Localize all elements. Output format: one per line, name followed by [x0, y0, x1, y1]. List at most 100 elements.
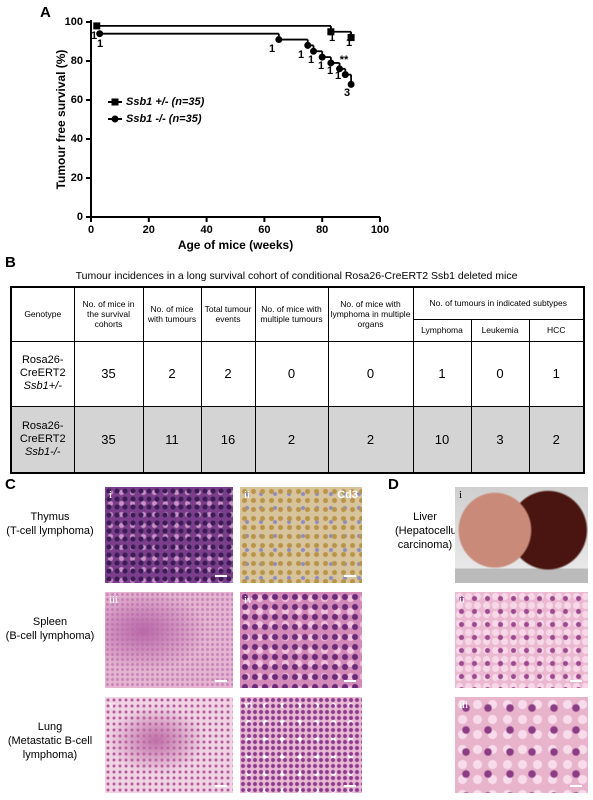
row-label-line: (T-cell lymphoma)	[6, 525, 94, 537]
survival-chart: 0 20 40 60 80 100 0 20 40 60 80 100 Age of mice (wee…	[54, 16, 389, 252]
panel-label: A	[40, 4, 51, 21]
row-label: Liver (Hepatocellular carcinoma)	[395, 510, 469, 552]
row-label: Thymus (T-cell lymphoma)	[5, 510, 95, 538]
panel-label: C	[5, 476, 16, 493]
value-cell: 11	[142, 405, 202, 474]
annotation: 1	[269, 43, 275, 55]
censor-marker	[336, 65, 344, 73]
row-label-line: (B-cell lymphoma)	[5, 630, 95, 642]
x-tick-label: 0	[88, 224, 94, 236]
annotation: 1	[91, 30, 97, 42]
x-tick-label: 40	[200, 224, 212, 236]
header-cell: No. of mice with multiple tumours	[254, 286, 329, 342]
censor-marker	[96, 30, 104, 38]
y-tick-label: 20	[71, 172, 83, 184]
row-label-line: Lung	[37, 721, 63, 733]
y-tick-label: 60	[71, 94, 83, 106]
scale-bar	[570, 680, 582, 682]
scale-bar	[344, 785, 356, 787]
image-tag: iv	[244, 594, 253, 606]
value-cell: 0	[470, 340, 530, 407]
incidence-table: Genotype No. of mice in the survival coho…	[10, 286, 586, 474]
value-cell: 2	[142, 340, 202, 407]
y-tick-label: 100	[65, 16, 83, 28]
image-tag: v	[109, 699, 115, 711]
censor-marker	[318, 53, 326, 61]
value-cell: 35	[73, 405, 144, 474]
x-axis-label: Age of mice (weeks)	[178, 238, 293, 252]
x-tick-label: 20	[143, 224, 155, 236]
value-cell: 2	[528, 405, 585, 474]
genotype-line: Ssb1+/-	[23, 380, 62, 392]
image-tag: i	[109, 489, 113, 501]
value-cell: 0	[254, 340, 329, 407]
histology-image: ii	[455, 592, 588, 688]
scale-bar	[344, 575, 356, 577]
image-tag: iii	[109, 594, 119, 606]
header-cell: No. of tumours in indicated subtypes	[412, 286, 585, 320]
panel-label: B	[5, 254, 16, 271]
histology-image: v	[105, 697, 233, 793]
legend-marker	[111, 115, 119, 123]
censor-marker	[347, 34, 355, 42]
header-cell: Leukemia	[470, 318, 530, 342]
histology-image: iii	[455, 697, 588, 793]
legend-label: Ssb1 -/- (n=35)	[126, 113, 202, 125]
genotype-line: Ssb1-/-	[25, 445, 61, 458]
y-axis-label: Tumour free survival (%)	[54, 50, 68, 190]
censor-marker	[341, 71, 349, 79]
table-title: Tumour incidences in a long survival coh…	[75, 270, 518, 282]
value-cell: 1	[412, 340, 472, 407]
image-tag: ii	[459, 594, 466, 606]
image-tag: i	[459, 489, 463, 501]
y-tick-label: 0	[77, 211, 83, 223]
annotation: 1	[308, 54, 314, 66]
row-label-line: (Metastatic B-cell	[7, 735, 93, 747]
row-label-line: lymphoma)	[22, 749, 78, 761]
scale-bar	[215, 680, 227, 682]
header-cell: No. of mice with tumours	[142, 286, 202, 342]
x-tick-label: 100	[371, 224, 389, 236]
header-cell: No. of mice in the survival cohorts	[73, 286, 144, 342]
value-cell: 16	[200, 405, 256, 474]
censor-marker	[327, 59, 335, 67]
row-label-line: carcinoma)	[397, 539, 453, 551]
genotype-line: Rosa26-	[21, 419, 64, 432]
annotation: 1	[346, 37, 352, 49]
annotation: 1	[347, 32, 353, 44]
genotype-line: CreERT2	[19, 367, 66, 379]
genotype-cell: Rosa26- CreERT2 Ssb1-/-	[10, 405, 75, 474]
histology-image: ii Cd3	[240, 487, 362, 583]
annotation: 1	[327, 65, 333, 77]
row-label-line: Thymus	[30, 511, 70, 523]
data-row: Rosa26- CreERT2 Ssb1-/- 35 11 16 2 2 10 3 2	[10, 405, 585, 474]
annotation: 1	[318, 60, 324, 72]
legend-marker	[111, 98, 119, 106]
value-cell: 1	[528, 340, 585, 407]
value-cell: 10	[412, 405, 472, 474]
histology-image: iv	[240, 592, 362, 688]
scale-bar	[570, 785, 582, 787]
scale-bar	[344, 680, 356, 682]
value-cell: 2	[254, 405, 329, 474]
panel-label: D	[388, 476, 399, 493]
value-cell: 2	[327, 405, 414, 474]
annotation: **	[340, 54, 349, 66]
legend-label: Ssb1 +/- (n=35)	[126, 96, 205, 108]
genotype-line: CreERT2	[19, 432, 66, 445]
value-cell: 3	[470, 405, 530, 474]
censor-marker	[304, 41, 312, 49]
annotation: 1	[329, 32, 335, 44]
censor-marker	[327, 28, 335, 36]
genotype-cell: Rosa26- CreERT2 Ssb1+/-	[10, 340, 75, 407]
y-tick-label: 80	[71, 55, 83, 67]
histology-image: vi	[240, 697, 362, 793]
annotation: 3	[344, 87, 350, 99]
row-label: Spleen (B-cell lymphoma)	[5, 615, 95, 643]
header-row: Genotype No. of mice in the survival coho…	[10, 286, 585, 342]
value-cell: 0	[327, 340, 414, 407]
annotation: 1	[335, 70, 341, 82]
row-label-line: Spleen	[32, 616, 68, 628]
image-tag: iii	[459, 699, 469, 711]
